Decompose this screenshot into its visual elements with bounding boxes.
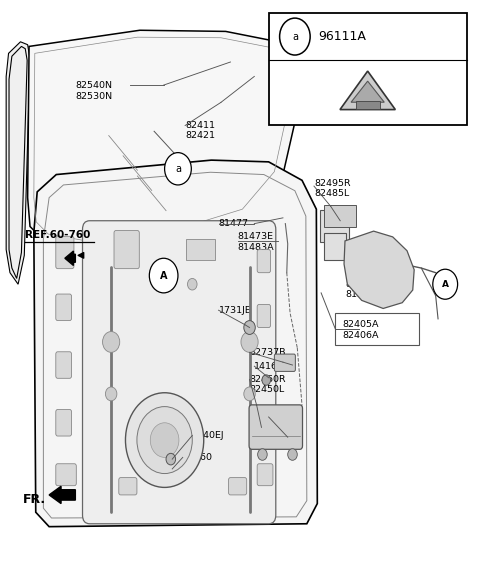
FancyBboxPatch shape	[83, 221, 276, 524]
Text: 82737B: 82737B	[250, 348, 286, 357]
Polygon shape	[340, 71, 396, 110]
FancyBboxPatch shape	[249, 405, 302, 450]
Text: 82473: 82473	[269, 412, 299, 422]
FancyBboxPatch shape	[56, 464, 76, 485]
FancyBboxPatch shape	[56, 409, 72, 436]
FancyBboxPatch shape	[56, 351, 72, 378]
Circle shape	[288, 449, 297, 461]
Text: a: a	[175, 164, 181, 174]
Polygon shape	[344, 231, 414, 309]
Circle shape	[150, 423, 179, 458]
Circle shape	[149, 258, 178, 293]
Circle shape	[280, 18, 310, 55]
Text: A: A	[442, 280, 449, 289]
FancyBboxPatch shape	[186, 239, 215, 260]
Text: 82530N: 82530N	[75, 92, 112, 101]
Text: 81473E: 81473E	[238, 233, 274, 241]
FancyArrow shape	[49, 486, 75, 503]
Circle shape	[137, 407, 192, 473]
Text: 82485L: 82485L	[314, 189, 349, 198]
Circle shape	[241, 332, 258, 352]
Circle shape	[244, 387, 255, 401]
Text: FR.: FR.	[23, 493, 46, 506]
Text: 82540N: 82540N	[75, 81, 112, 89]
FancyBboxPatch shape	[324, 205, 356, 227]
FancyBboxPatch shape	[114, 230, 139, 269]
Text: 82405A: 82405A	[343, 320, 379, 329]
Text: 81483A: 81483A	[238, 243, 274, 252]
Circle shape	[188, 278, 197, 290]
Polygon shape	[9, 46, 27, 278]
Circle shape	[103, 332, 120, 352]
Circle shape	[125, 393, 204, 487]
Text: 82460R: 82460R	[250, 375, 286, 384]
FancyBboxPatch shape	[320, 211, 349, 241]
Text: 82495R: 82495R	[314, 179, 350, 188]
Text: 1416BA: 1416BA	[254, 362, 291, 371]
FancyBboxPatch shape	[269, 13, 467, 125]
Text: a: a	[292, 31, 298, 42]
Polygon shape	[6, 42, 30, 284]
Polygon shape	[34, 160, 317, 527]
FancyArrow shape	[65, 251, 75, 266]
FancyBboxPatch shape	[356, 101, 380, 109]
Text: 96111A: 96111A	[319, 30, 367, 43]
FancyBboxPatch shape	[324, 233, 347, 260]
Text: 82421: 82421	[185, 132, 215, 140]
Circle shape	[106, 387, 117, 401]
Text: A: A	[160, 270, 168, 281]
Text: 1731JE: 1731JE	[218, 306, 251, 315]
Polygon shape	[351, 81, 384, 102]
FancyBboxPatch shape	[257, 304, 271, 328]
Circle shape	[433, 269, 457, 299]
Circle shape	[258, 449, 267, 461]
FancyBboxPatch shape	[56, 294, 72, 321]
FancyBboxPatch shape	[257, 464, 273, 485]
Text: 81310: 81310	[345, 290, 375, 299]
Text: 81320: 81320	[345, 280, 375, 289]
Text: 1140EJ: 1140EJ	[192, 431, 225, 440]
Text: 81477: 81477	[218, 219, 249, 228]
FancyBboxPatch shape	[228, 477, 247, 495]
Text: 14160: 14160	[183, 453, 213, 462]
Text: 82450L: 82450L	[250, 385, 285, 394]
FancyBboxPatch shape	[257, 249, 271, 273]
Circle shape	[262, 375, 271, 385]
FancyBboxPatch shape	[119, 477, 137, 495]
FancyBboxPatch shape	[56, 236, 74, 269]
FancyBboxPatch shape	[275, 354, 295, 371]
Polygon shape	[28, 30, 302, 249]
Circle shape	[244, 321, 255, 335]
Circle shape	[165, 153, 192, 185]
Circle shape	[166, 454, 176, 465]
Text: REF.60-760: REF.60-760	[25, 230, 91, 240]
Text: 82411: 82411	[185, 121, 215, 130]
Text: 82406A: 82406A	[343, 331, 379, 339]
